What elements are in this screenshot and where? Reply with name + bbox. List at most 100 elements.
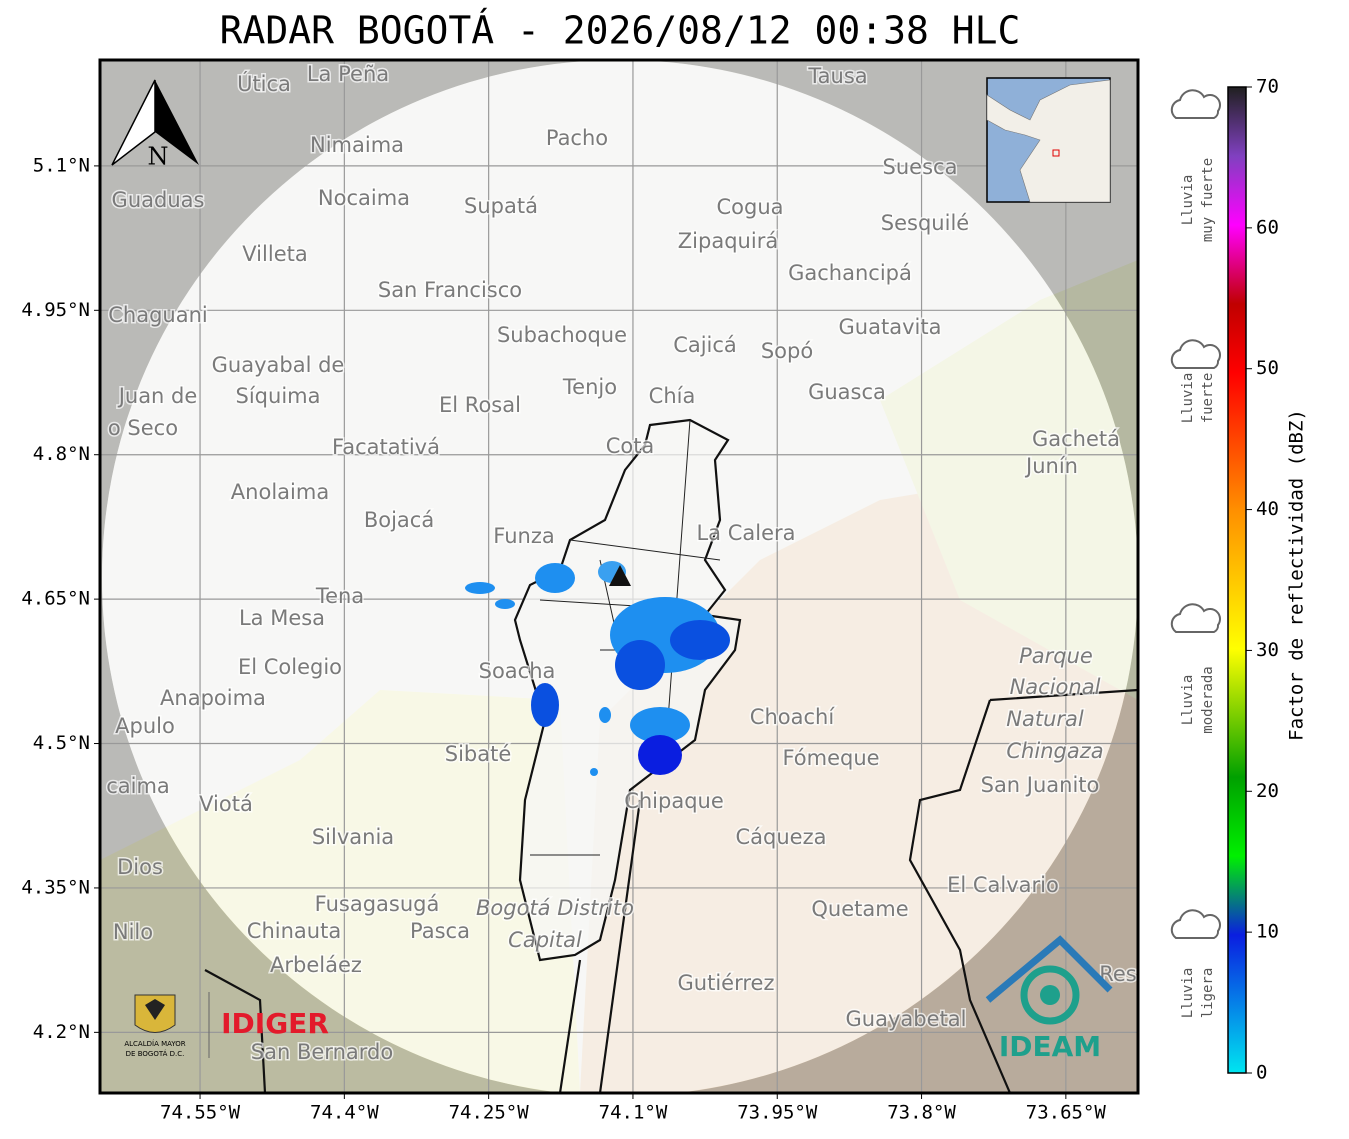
- north-arrow: N: [111, 79, 199, 171]
- map-frame: [98, 58, 1140, 1095]
- place-label: Guasca: [808, 380, 886, 404]
- place-label: Facatativá: [332, 435, 440, 459]
- place-label: o Seco: [108, 416, 178, 440]
- place-label: Sibaté: [445, 742, 512, 766]
- place-label: Tena: [315, 584, 364, 608]
- place-label: Arbeláez: [270, 953, 362, 977]
- lat-tick-label: 4.8°N: [33, 443, 90, 465]
- place-label: Fusagasugá: [315, 892, 440, 916]
- place-label: Bogotá Distrito: [476, 896, 634, 920]
- place-label: Capital: [508, 928, 582, 952]
- place-label: Pasca: [410, 919, 470, 943]
- colorbar-tick-label: 0: [1256, 1062, 1267, 1084]
- lat-tick-label: 4.35°N: [21, 876, 90, 898]
- place-label: La Peña: [307, 62, 389, 86]
- colorbar-tick-label: 60: [1256, 216, 1279, 238]
- place-label: Choachí: [750, 705, 836, 729]
- colorbar-label: Factor de reflectividad (dBZ): [1286, 409, 1308, 741]
- map-layer: La Peña Útica Tausa Pacho Nimaima Guaduas Noca…: [100, 60, 1138, 1093]
- place-label: Quetame: [811, 897, 908, 921]
- place-label: Natural: [1006, 707, 1084, 731]
- lat-tick-label: 4.2°N: [33, 1021, 90, 1043]
- place-label: Cota: [606, 434, 655, 458]
- place-label: Guaduas: [112, 188, 205, 212]
- place-label: Soacha: [479, 659, 556, 683]
- place-label: Guayabetal: [846, 1007, 967, 1031]
- rain-level: Lluvia muy fuerte: [1170, 89, 1221, 242]
- place-label: Nacional: [1010, 675, 1101, 699]
- colorbar-tick-label: 50: [1256, 357, 1279, 379]
- lat-tick-label: 4.95°N: [21, 299, 90, 321]
- rain-level: Lluvia ligera: [1170, 909, 1221, 1019]
- place-label: Suesca: [883, 155, 958, 179]
- lon-tick-label: 74.25°W: [449, 1102, 530, 1124]
- rain-label: muy fuerte: [1200, 158, 1216, 242]
- place-label: Tenjo: [562, 375, 617, 399]
- place-label: Cogua: [716, 195, 783, 219]
- alcaldia-logo: ALCALDÍA MAYOR DE BOGOTÁ D.C. IDIGER: [124, 992, 329, 1058]
- lat-tick-label: 4.5°N: [33, 732, 90, 754]
- place-label: Chipaque: [624, 789, 724, 813]
- alcaldia-text: DE BOGOTÁ D.C.: [126, 1049, 185, 1058]
- lon-tick-label: 73.65°W: [1026, 1102, 1107, 1124]
- north-label: N: [148, 143, 169, 171]
- place-label: Chía: [649, 384, 696, 408]
- place-label: San Francisco: [378, 278, 522, 302]
- place-label: El Colegio: [238, 655, 342, 679]
- place-label: Juan de: [117, 384, 198, 408]
- title: RADAR BOGOTÁ - 2026/08/12 00:38 HLC: [220, 9, 1021, 53]
- place-label: El Calvario: [947, 873, 1059, 897]
- place-label: Sopó: [761, 339, 813, 363]
- idiger-logo: IDIGER: [221, 1007, 329, 1040]
- lat-tick-label: 4.65°N: [21, 588, 90, 610]
- lon-tick-label: 73.8°W: [887, 1102, 956, 1124]
- place-label: Nocaima: [318, 186, 410, 210]
- place-label: Subachoque: [497, 323, 627, 347]
- colorbar: [1227, 86, 1247, 1074]
- place-label: Chaguani: [108, 303, 208, 327]
- lon-tick-label: 74.55°W: [160, 1102, 241, 1124]
- place-label: Guatavita: [839, 315, 942, 339]
- place-label: Útica: [237, 71, 291, 96]
- place-label: Viotá: [199, 792, 253, 816]
- place-label: Silvania: [312, 825, 394, 849]
- rain-label: Lluvia: [1180, 968, 1196, 1019]
- place-label: San Bernardo: [251, 1040, 393, 1064]
- echoes: [465, 561, 730, 776]
- place-label: Gachancipá: [788, 261, 912, 285]
- colorbar-tick-label: 10: [1256, 921, 1279, 943]
- boundaries: [204, 688, 1138, 1093]
- rain-label: Lluvia: [1180, 373, 1196, 424]
- inset-map: [986, 77, 1111, 203]
- cloud-icon: [1170, 89, 1221, 119]
- place-label: Junín: [1024, 454, 1078, 478]
- cloud-icon: [1170, 603, 1221, 633]
- lon-tick-label: 74.1°W: [599, 1102, 668, 1124]
- place-label: Funza: [493, 524, 554, 548]
- place-label: La Calera: [696, 521, 795, 545]
- colorbar-tick-label: 70: [1256, 76, 1279, 98]
- lon-tick-label: 74.4°W: [310, 1102, 379, 1124]
- place-label: Tausa: [807, 64, 867, 88]
- place-label: Gutiérrez: [678, 971, 775, 995]
- rain-label: moderada: [1200, 666, 1216, 733]
- place-label: Zipaquirá: [678, 229, 778, 253]
- place-label: Anapoima: [160, 686, 266, 710]
- rain-level: Lluvia fuerte: [1170, 339, 1221, 424]
- place-label: Chingaza: [1006, 739, 1103, 763]
- place-label: San Juanito: [981, 773, 1100, 797]
- place-label: Nilo: [113, 920, 153, 944]
- rain-label: ligera: [1200, 968, 1216, 1019]
- lat-tick-label: 5.1°N: [33, 154, 90, 176]
- place-label: Sesquilé: [881, 211, 969, 235]
- place-label: Nimaima: [310, 133, 404, 157]
- place-label: Gachetá: [1032, 427, 1120, 451]
- place-label: Cajicá: [673, 333, 737, 357]
- place-label: Apulo: [115, 714, 175, 738]
- place-label: caima: [106, 774, 170, 798]
- place-label: Guayabal de: [212, 353, 345, 377]
- place-label: Síquima: [236, 384, 321, 408]
- place-label: Cáqueza: [736, 825, 827, 849]
